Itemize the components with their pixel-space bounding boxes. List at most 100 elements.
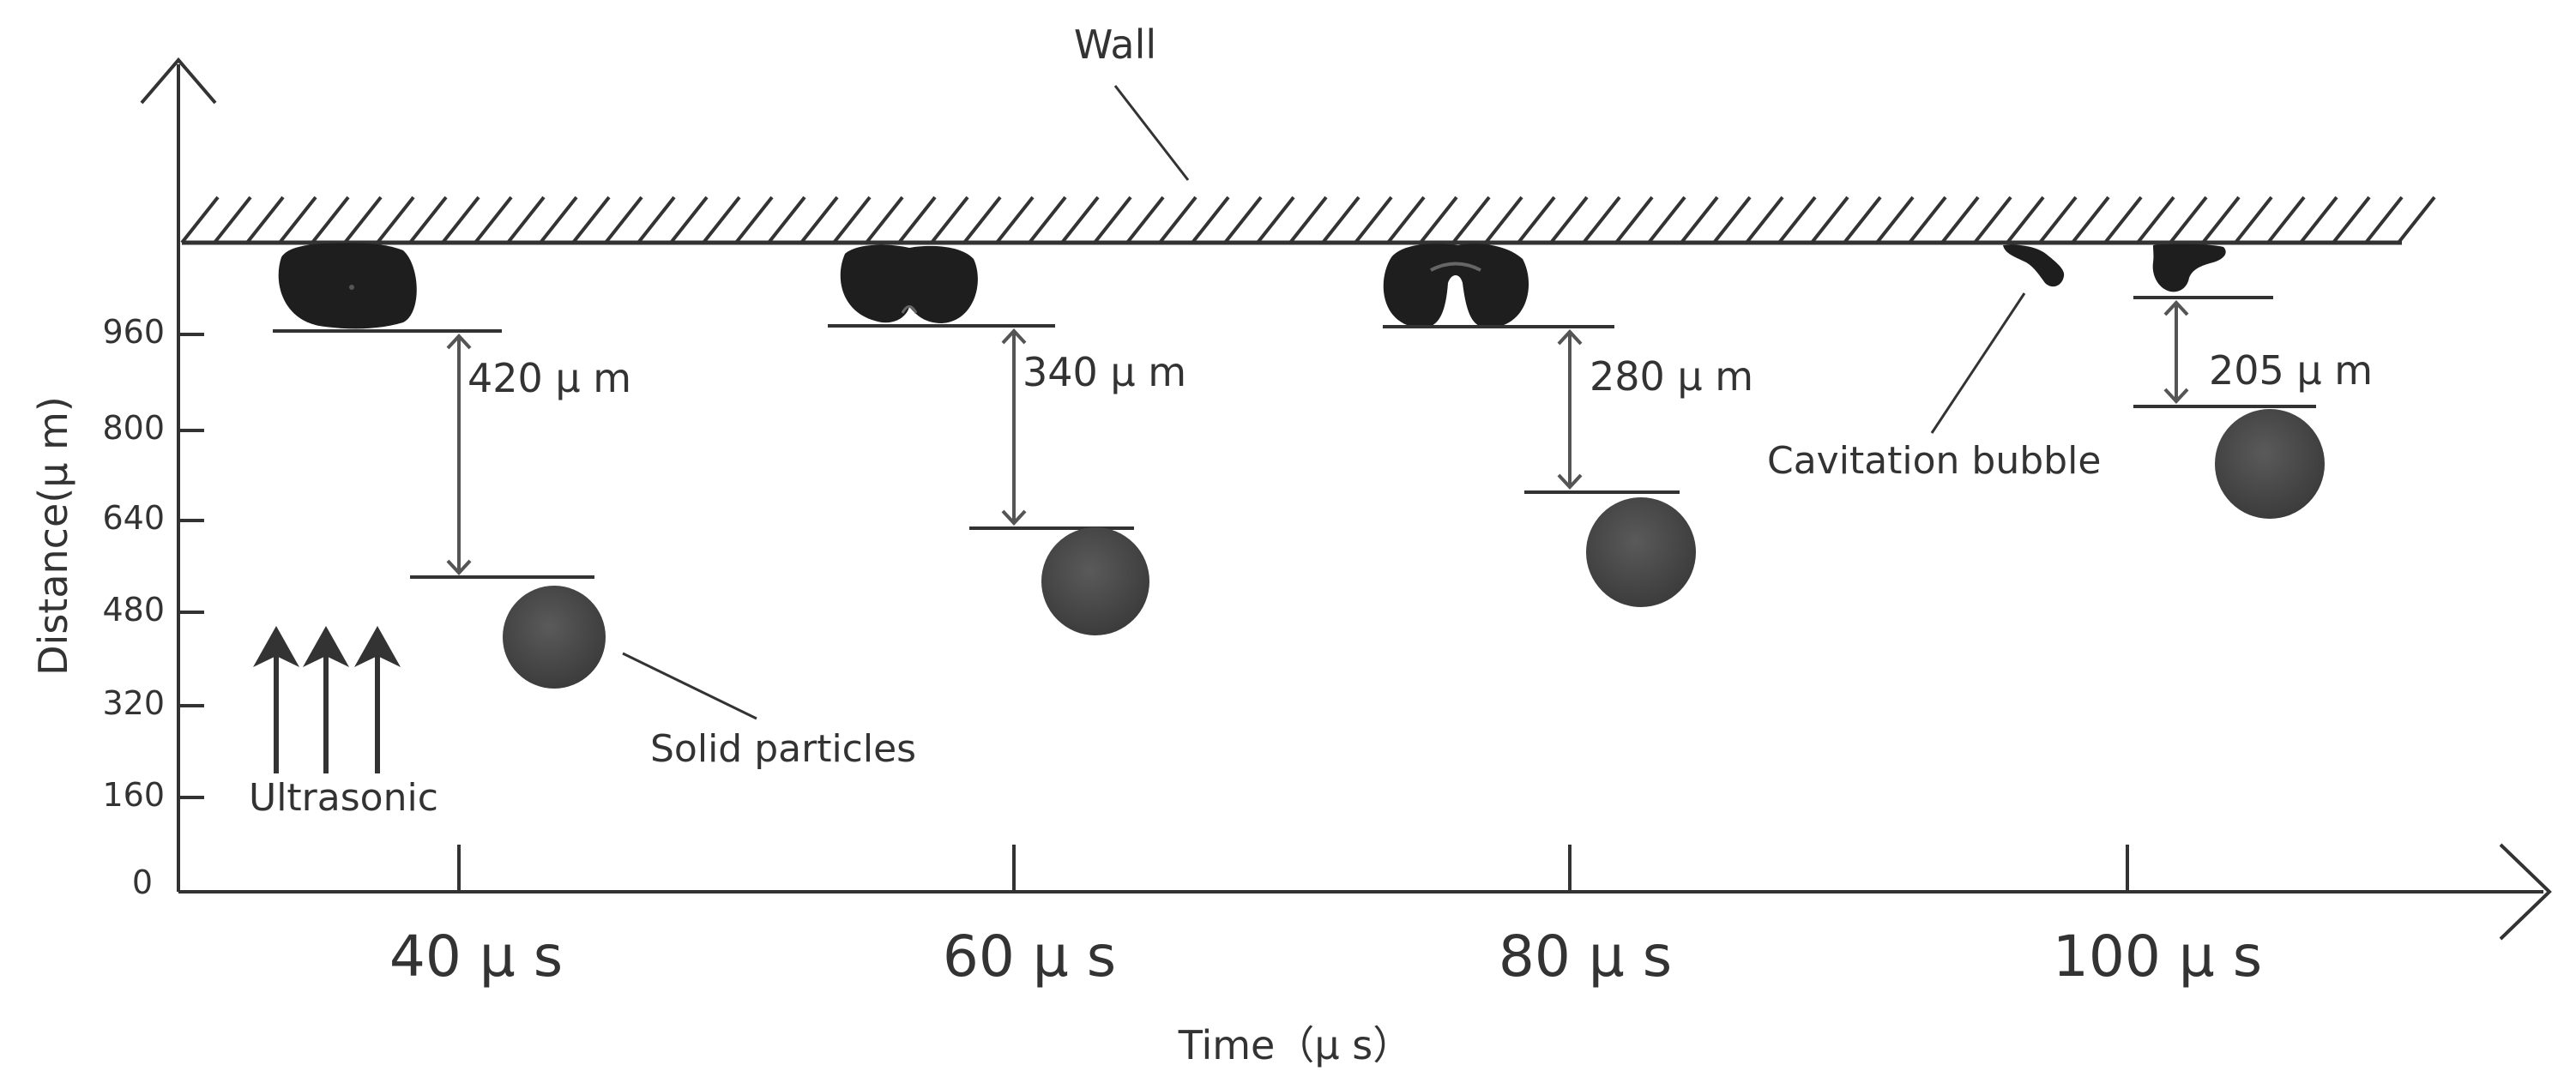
hatch-line <box>1288 196 1328 244</box>
cavitation-bubble-shape <box>840 244 978 323</box>
hatch-line <box>604 196 643 244</box>
frame-40us: 420 μ m Solid particles <box>273 243 916 771</box>
hatch-line <box>1582 196 1621 244</box>
y-tick-640: 640 <box>102 499 165 537</box>
hatch-line <box>245 196 285 244</box>
hatch-line <box>2364 196 2404 244</box>
hatch-line <box>1158 196 1198 244</box>
x-axis: 40 μ s 60 μ s 80 μ s 100 μ s Time（μ s） <box>178 843 2552 1068</box>
hatch-line <box>1940 196 1980 244</box>
y-tick-960: 960 <box>102 313 165 351</box>
x-tick-100us: 100 μ s <box>2053 924 2262 990</box>
hatch-line <box>1745 196 1784 244</box>
hatch-line <box>799 196 839 244</box>
ultrasonic-arrow-icon <box>354 626 401 773</box>
gap-label-100us: 205 μ m <box>2209 347 2373 394</box>
hatch-line <box>1810 196 1849 244</box>
hatch-line <box>1256 196 1295 244</box>
hatch-line <box>441 196 480 244</box>
hatch-line <box>1223 196 1263 244</box>
y-axis: 960 800 640 480 320 160 0 Distance(μ m) <box>30 57 217 901</box>
gap-label-60us: 340 μ m <box>1023 349 1186 395</box>
hatch-line <box>702 196 741 244</box>
hatch-line <box>408 196 448 244</box>
hatch-line <box>734 196 774 244</box>
hatch-line <box>2299 196 2338 244</box>
hatch-line <box>1843 196 1882 244</box>
hatch-line <box>180 196 220 244</box>
y-tick-0: 0 <box>132 863 153 901</box>
hatch-line <box>1614 196 1654 244</box>
wall-hatching <box>180 196 2436 244</box>
hatch-line <box>1321 196 1360 244</box>
solid-particle <box>1041 527 1149 635</box>
y-tick-160: 160 <box>102 776 165 814</box>
hatch-line <box>278 196 317 244</box>
cavitation-bubble-shape <box>2003 244 2065 287</box>
hatch-line <box>1191 196 1230 244</box>
ultrasonic-indicator: Ultrasonic <box>249 626 438 820</box>
cavitation-bubble-label: Cavitation bubble <box>1767 439 2101 483</box>
hatch-line <box>2038 196 2078 244</box>
hatch-line <box>539 196 578 244</box>
cavitation-bubble-shape <box>1383 244 1529 328</box>
hatch-line <box>1386 196 1426 244</box>
hatch-line <box>1908 196 1947 244</box>
x-tick-60us: 60 μ s <box>943 924 1116 990</box>
hatch-line <box>2169 196 2208 244</box>
hatch-line <box>1875 196 1915 244</box>
y-tick-480: 480 <box>102 591 165 629</box>
hatch-line <box>2201 196 2241 244</box>
hatch-line <box>1451 196 1491 244</box>
cavitation-bubble-shape <box>2152 244 2226 292</box>
hatch-line <box>995 196 1035 244</box>
hatch-line <box>669 196 709 244</box>
hatch-line <box>376 196 415 244</box>
ultrasonic-arrow-icon <box>303 626 349 773</box>
solid-particle <box>503 586 606 689</box>
hatch-line <box>2136 196 2175 244</box>
frame-60us: 340 μ m <box>828 244 1186 635</box>
gap-label-40us: 420 μ m <box>468 355 631 401</box>
hatch-line <box>1647 196 1686 244</box>
hatch-line <box>962 196 1002 244</box>
hatch-line <box>930 196 969 244</box>
y-tick-320: 320 <box>102 684 165 722</box>
solid-particle <box>2215 409 2325 519</box>
cavitation-bubble-shape <box>278 243 417 329</box>
hatch-line <box>2234 196 2273 244</box>
y-axis-arrow-icon <box>140 57 217 105</box>
hatch-line <box>571 196 611 244</box>
hatch-line <box>865 196 904 244</box>
x-axis-arrow-icon <box>2499 843 2552 941</box>
solid-particle <box>1586 497 1696 607</box>
hatch-line <box>1484 196 1523 244</box>
hatch-line <box>2103 196 2143 244</box>
x-tick-40us: 40 μ s <box>389 924 563 990</box>
hatch-line <box>1125 196 1165 244</box>
wall-label: Wall <box>1074 21 1156 68</box>
gap-label-80us: 280 μ m <box>1590 353 1753 400</box>
x-tick-80us: 80 μ s <box>1499 924 1672 990</box>
hatch-line <box>2332 196 2371 244</box>
hatch-line <box>2266 196 2306 244</box>
hatch-line <box>311 196 350 244</box>
hatch-line <box>1419 196 1458 244</box>
frame-80us: 280 μ m <box>1383 244 1753 607</box>
particle-leader-line <box>622 652 757 720</box>
hatch-line <box>1093 196 1132 244</box>
hatch-line <box>1517 196 1556 244</box>
hatch-line <box>2006 196 2045 244</box>
hatch-line <box>213 196 252 244</box>
hatch-line <box>1712 196 1752 244</box>
hatch-line <box>1973 196 2012 244</box>
wall: Wall <box>180 21 2436 245</box>
hatch-line <box>1028 196 1067 244</box>
solid-particles-label: Solid particles <box>650 727 916 771</box>
hatch-line <box>1680 196 1719 244</box>
hatch-line <box>1549 196 1589 244</box>
ultrasonic-label: Ultrasonic <box>249 776 438 820</box>
hatch-line <box>1354 196 1393 244</box>
wall-leader-line <box>1113 85 1190 181</box>
hatch-line <box>474 196 513 244</box>
